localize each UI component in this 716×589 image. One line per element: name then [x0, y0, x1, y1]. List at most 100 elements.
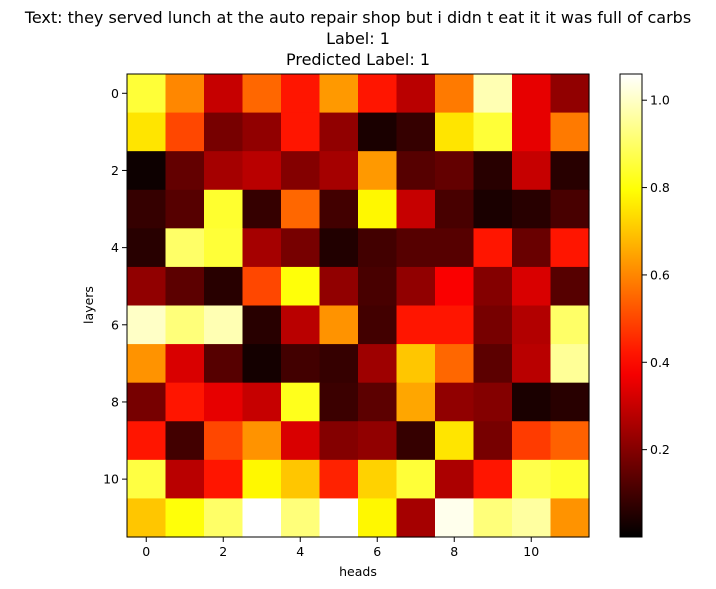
- heatmap-cell: [473, 382, 513, 422]
- heatmap-cell: [319, 189, 359, 229]
- heatmap-cell: [473, 498, 513, 538]
- heatmap-cell: [550, 189, 590, 229]
- heatmap-cell: [319, 421, 359, 461]
- heatmap-cell: [319, 305, 359, 345]
- heatmap-cell: [281, 421, 321, 461]
- x-tick-label: 6: [373, 544, 381, 559]
- heatmap-cell: [512, 74, 552, 114]
- heatmap-cell: [512, 112, 552, 152]
- heatmap-cell: [204, 74, 244, 114]
- heatmap-cell: [358, 74, 398, 114]
- y-tick-label: 6: [111, 317, 119, 332]
- x-tick-label: 2: [219, 544, 227, 559]
- heatmap-cell: [396, 189, 436, 229]
- heatmap-cell: [473, 228, 513, 268]
- heatmap-cell: [473, 151, 513, 191]
- heatmap-cell: [358, 305, 398, 345]
- heatmap-cell: [127, 382, 167, 422]
- x-tick-label: 4: [296, 544, 304, 559]
- heatmap-cell: [165, 305, 205, 345]
- heatmap-cell: [358, 421, 398, 461]
- heatmap-cell: [165, 344, 205, 384]
- heatmap-cell: [512, 421, 552, 461]
- heatmap-cell: [435, 74, 475, 114]
- heatmap-cell: [242, 266, 282, 307]
- heatmap-cell: [358, 189, 398, 229]
- heatmap-cell: [204, 266, 244, 307]
- heatmap-cell: [281, 74, 321, 114]
- heatmap-cell: [396, 382, 436, 422]
- heatmap-cell: [281, 459, 321, 500]
- heatmap-cell: [435, 382, 475, 422]
- heatmap-cell: [204, 421, 244, 461]
- heatmap-cell: [550, 112, 590, 152]
- heatmap-cell: [242, 112, 282, 152]
- plot-frame: [126, 73, 590, 538]
- heatmap-cell: [165, 151, 205, 191]
- heatmap-cell: [165, 421, 205, 461]
- heatmap-cell: [358, 112, 398, 152]
- heatmap-cell: [550, 498, 590, 538]
- heatmap-cell: [396, 459, 436, 500]
- colorbar-tick-label: 0.8: [650, 180, 670, 195]
- heatmap-cell: [473, 459, 513, 500]
- heatmap-cell: [281, 266, 321, 307]
- y-tick-label: 4: [111, 240, 119, 255]
- heatmap-cell: [204, 305, 244, 345]
- heatmap-cell: [242, 344, 282, 384]
- heatmap-cell: [127, 266, 167, 307]
- heatmap-cell: [281, 305, 321, 345]
- y-tick-label: 8: [111, 394, 119, 409]
- x-axis-ticks: 0 2 4 6 8 10: [142, 537, 539, 559]
- heatmap-cell: [550, 421, 590, 461]
- heatmap-cell: [319, 112, 359, 152]
- heatmap-cell: [127, 189, 167, 229]
- heatmap-cell: [319, 498, 359, 538]
- y-axis-label: layers: [81, 286, 96, 324]
- heatmap-cell: [127, 498, 167, 538]
- heatmap-cell: [127, 305, 167, 345]
- heatmap-cell: [396, 305, 436, 345]
- heatmap-cell: [281, 382, 321, 422]
- heatmap-cell: [127, 112, 167, 152]
- heatmap-cell: [319, 344, 359, 384]
- x-tick-label: 8: [450, 544, 458, 559]
- heatmap-cell: [550, 344, 590, 384]
- heatmap-cell: [358, 266, 398, 307]
- heatmap-cell: [242, 189, 282, 229]
- heatmap-cell: [165, 228, 205, 268]
- colorbar-ticks: 0.2 0.4 0.6 0.8 1.0: [642, 93, 670, 457]
- heatmap-cell: [319, 228, 359, 268]
- heatmap-cell: [242, 382, 282, 422]
- heatmap-cell: [396, 74, 436, 114]
- heatmap-cell: [550, 74, 590, 114]
- heatmap-cell: [550, 228, 590, 268]
- heatmap-cell: [512, 344, 552, 384]
- heatmap-cell: [165, 459, 205, 500]
- title-line-text: Text: they served lunch at the auto repa…: [24, 8, 691, 27]
- heatmap-cell: [204, 151, 244, 191]
- heatmap-cell: [281, 228, 321, 268]
- heatmap-cell: [473, 74, 513, 114]
- heatmap-cell: [358, 228, 398, 268]
- heatmap-cell: [550, 382, 590, 422]
- heatmap-cell: [358, 459, 398, 500]
- heatmap-cell: [550, 305, 590, 345]
- heatmap-cell: [127, 421, 167, 461]
- heatmap-cell: [204, 189, 244, 229]
- heatmap-cell: [512, 151, 552, 191]
- heatmap-cell: [396, 151, 436, 191]
- heatmap-cell: [281, 498, 321, 538]
- heatmap-cell: [512, 459, 552, 500]
- heatmap-cell: [435, 189, 475, 229]
- heatmap-cell: [473, 421, 513, 461]
- heatmap-cell: [165, 382, 205, 422]
- heatmap-cell: [242, 151, 282, 191]
- heatmap-cell: [242, 459, 282, 500]
- heatmap-cell: [435, 421, 475, 461]
- heatmap-cell: [165, 74, 205, 114]
- heatmap-cell: [242, 305, 282, 345]
- heatmap-cell: [204, 382, 244, 422]
- x-tick-label: 10: [523, 544, 539, 559]
- y-tick-label: 2: [111, 163, 119, 178]
